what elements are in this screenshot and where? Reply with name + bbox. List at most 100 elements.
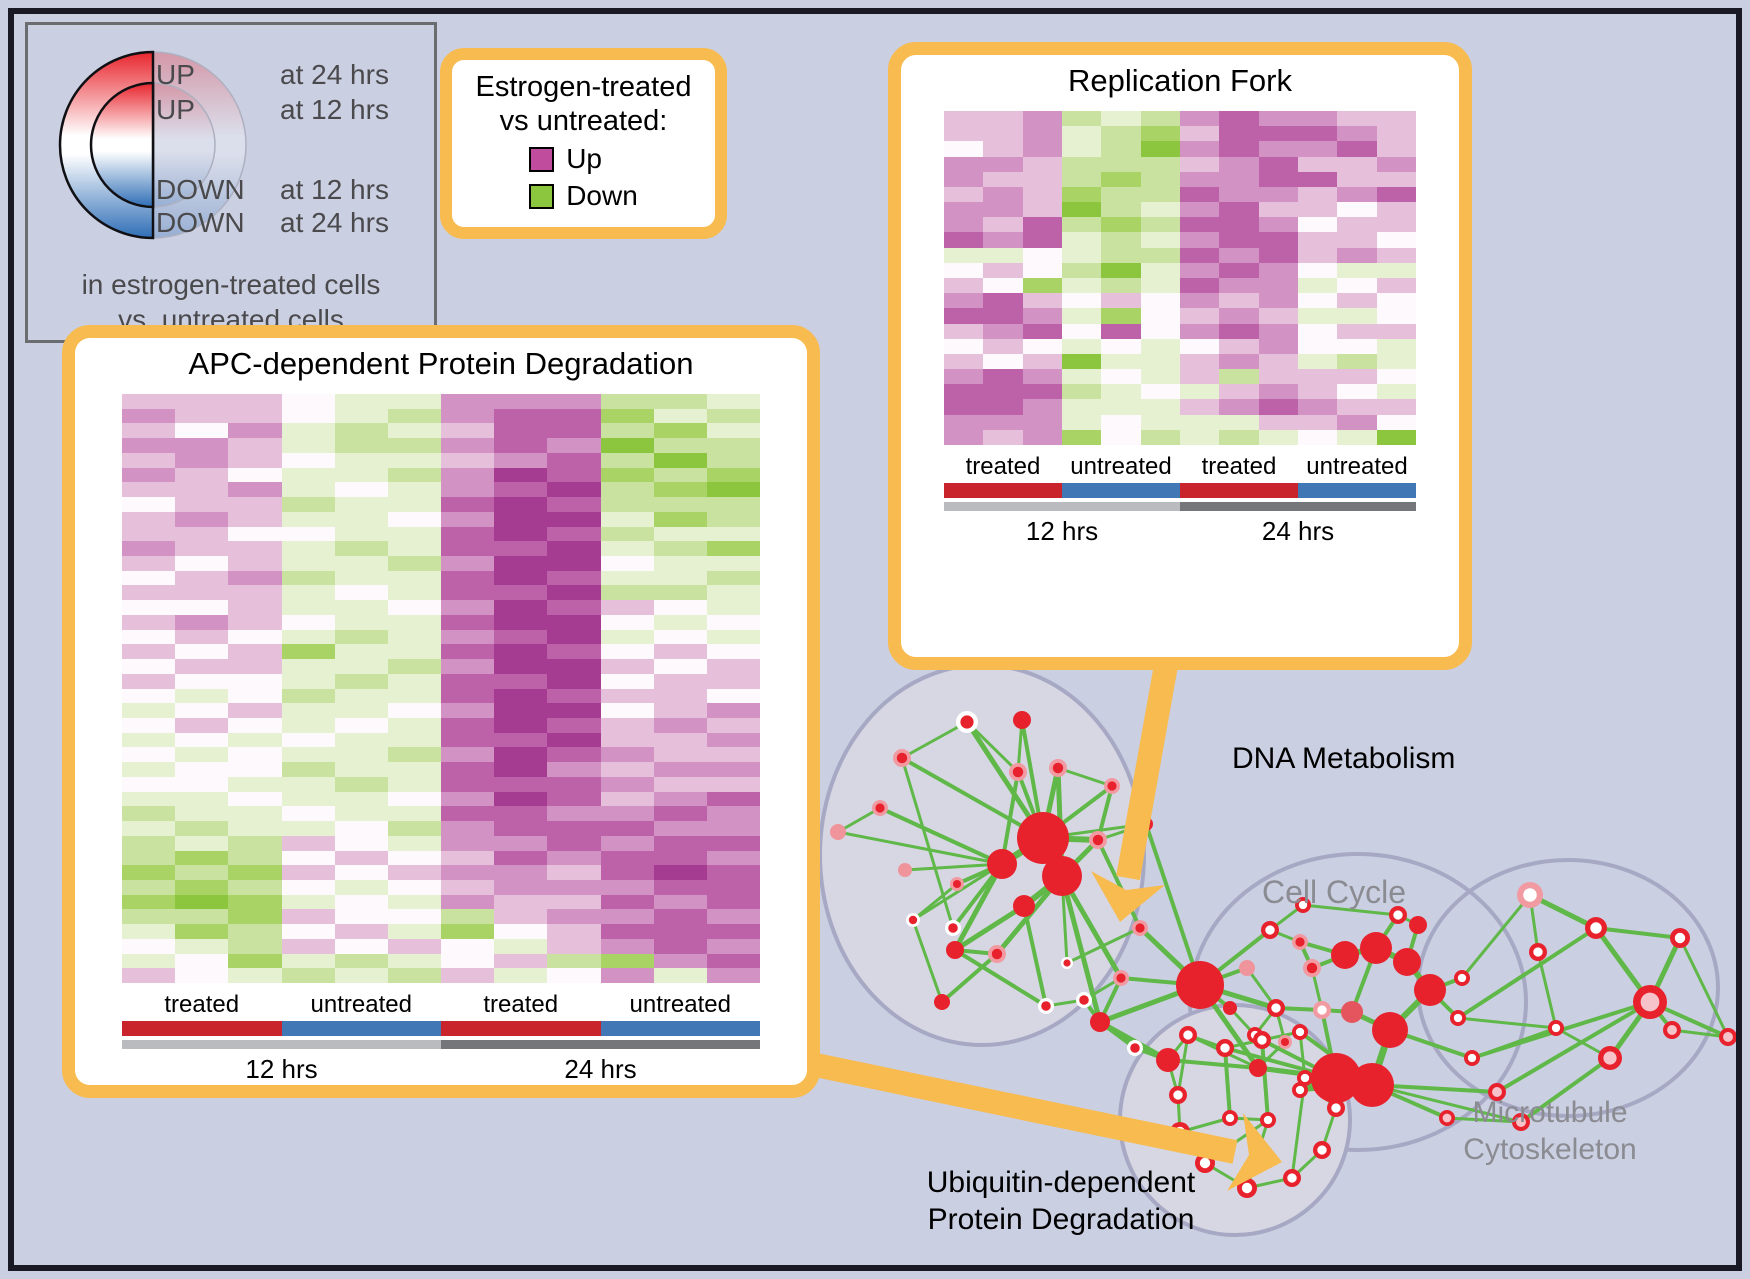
heatmap-cell — [1179, 384, 1220, 400]
heatmap-cell — [944, 217, 984, 233]
heatmap-cell — [706, 717, 760, 733]
bar-24hrs — [1180, 502, 1416, 511]
heatmap-cell — [1297, 202, 1338, 218]
heatmap-cell — [1376, 338, 1416, 354]
apc-time-bars — [122, 1040, 760, 1049]
heatmap-cell — [706, 909, 760, 925]
heatmap-cell — [1297, 323, 1338, 339]
network-node — [1393, 948, 1421, 976]
heatmap-cell — [334, 747, 388, 763]
treated-bar — [441, 1021, 601, 1037]
heatmap-cell — [1101, 141, 1141, 157]
rf-time-labels: 12 hrs 24 hrs — [944, 516, 1416, 547]
treated-bar — [1180, 483, 1298, 498]
heatmap-cell — [281, 909, 335, 925]
heatmap-cell — [494, 732, 548, 748]
network-node — [1156, 1048, 1180, 1072]
heatmap-cell — [441, 821, 495, 836]
heatmap-cell — [281, 629, 335, 645]
heatmap-cell — [281, 762, 335, 777]
heatmap-cell — [1179, 414, 1220, 430]
heatmap-cell — [122, 673, 176, 689]
heatmap-cell — [547, 968, 601, 984]
heatmap-cell — [600, 938, 654, 954]
heatmap-cell — [387, 467, 441, 483]
heatmap-cell — [1022, 262, 1062, 278]
heatmap-cell — [122, 924, 176, 939]
heatmap-cell — [175, 894, 229, 910]
heatmap-cell — [494, 835, 548, 851]
heatmap-cell — [387, 526, 441, 542]
heatmap-cell — [1337, 202, 1377, 218]
heatmap-cell — [706, 865, 760, 880]
heatmap-cell — [387, 879, 441, 895]
heatmap-cell — [122, 879, 176, 895]
network-node — [1350, 1063, 1394, 1107]
heatmap-cell — [1337, 293, 1377, 309]
heatmap-cell — [1061, 338, 1102, 354]
heatmap-cell — [122, 526, 176, 542]
heatmap-cell — [706, 879, 760, 895]
heatmap-cell — [228, 703, 282, 718]
heatmap-cell — [1179, 369, 1220, 385]
heatmap-cell — [122, 732, 176, 748]
heatmap-cell — [387, 555, 441, 571]
heatmap-cell — [334, 732, 388, 748]
heatmap-cell — [1061, 141, 1102, 157]
heatmap-cell — [1022, 414, 1062, 430]
heatmap-cell — [334, 467, 388, 483]
network-node — [1013, 711, 1031, 729]
heatmap-cell — [281, 924, 335, 939]
heatmap-cell — [1061, 156, 1102, 172]
heatmap-cell — [1297, 186, 1338, 203]
heatmap-cell — [122, 821, 176, 836]
heatmap-cell — [1258, 308, 1298, 324]
heatmap-cell — [1179, 171, 1220, 187]
heatmap-cell — [281, 526, 335, 542]
heatmap-cell — [1140, 202, 1180, 218]
heatmap-cell — [281, 423, 335, 439]
heatmap-cell — [944, 186, 984, 203]
heatmap-cell — [1140, 308, 1180, 324]
heatmap-cell — [547, 497, 601, 512]
legend-time-down12: at 12 hrs — [280, 174, 389, 205]
heatmap-cell — [944, 414, 984, 430]
heatmap-cell — [1337, 277, 1377, 294]
heatmap-cell — [600, 717, 654, 733]
heatmap-cell — [547, 821, 601, 836]
heatmap-cell — [228, 865, 282, 880]
heatmap-cell — [600, 600, 654, 615]
heatmap-cell — [1376, 429, 1416, 445]
heatmap-cell — [1140, 369, 1180, 385]
heatmap-cell — [1297, 353, 1338, 370]
heatmap-cell — [1297, 126, 1338, 142]
heatmap-cell — [1022, 217, 1062, 233]
heatmap-cell — [1140, 384, 1180, 400]
heatmap-cell — [281, 659, 335, 674]
heatmap-cell — [281, 600, 335, 615]
heatmap-cell — [387, 408, 441, 424]
heatmap-cell — [494, 938, 548, 954]
heatmap-cell — [228, 717, 282, 733]
heatmap-cell — [653, 614, 707, 630]
heatmap-cell — [653, 865, 707, 880]
heatmap-cell — [387, 717, 441, 733]
heatmap-cell — [1061, 247, 1102, 263]
heatmap-cell — [944, 111, 984, 127]
heatmap-cell — [175, 732, 229, 748]
heatmap-cell — [1376, 232, 1416, 248]
heatmap-cell — [706, 600, 760, 615]
heatmap-cell — [175, 806, 229, 822]
heatmap-cell — [334, 629, 388, 645]
heatmap-cell — [653, 659, 707, 674]
heatmap-cell — [1376, 111, 1416, 127]
heatmap-cell — [122, 600, 176, 615]
heatmap-cell — [1297, 232, 1338, 248]
heatmap-cell — [1297, 429, 1338, 445]
heatmap-cell — [706, 511, 760, 527]
apc-degradation-panel: APC-dependent Protein Degradation treate… — [62, 325, 820, 1098]
heatmap-cell — [494, 762, 548, 777]
heatmap-cell — [281, 938, 335, 954]
heatmap-cell — [1258, 353, 1298, 370]
heatmap-cell — [175, 541, 229, 556]
